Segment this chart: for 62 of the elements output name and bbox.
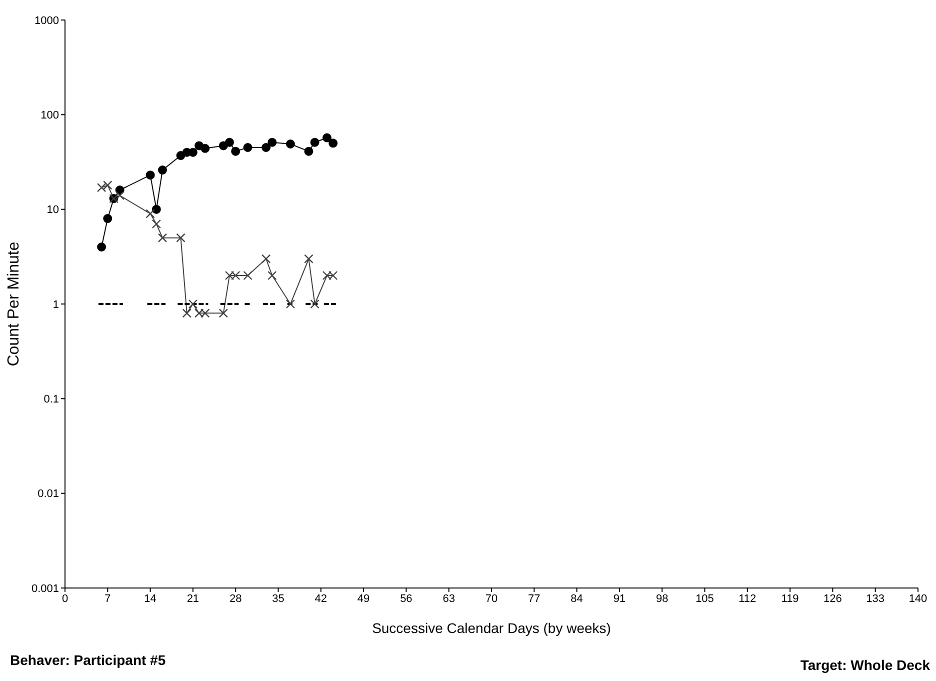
x-tick-label: 28 [229,592,242,605]
point [115,190,124,200]
point [182,308,192,318]
point [176,233,186,242]
point [268,270,277,280]
x-tick-label: 133 [866,592,885,605]
point [243,142,252,152]
point [261,254,271,264]
point [103,214,112,224]
y-tick-label: 1 [52,298,59,311]
point [146,170,155,180]
x-tick-label: 84 [570,592,583,605]
x-tick-label: 91 [613,592,626,605]
y-tick-label: 100 [40,110,59,122]
point [200,144,210,153]
x-tick-label: 140 [908,592,928,605]
point [188,299,198,309]
point [225,138,234,147]
point [310,299,320,309]
point [146,209,155,218]
y-axis-title: Count Per Minute [6,242,23,366]
point [304,254,314,264]
x-tick-label: 77 [528,592,540,605]
point [231,146,240,156]
x-tick-label: 14 [144,592,156,605]
point [286,139,295,148]
x-tick-label: 119 [781,592,799,605]
x-tick-label: 49 [357,592,370,605]
point [97,242,106,252]
x-tick-label: 0 [62,592,68,605]
x-tick-label: 63 [442,592,455,605]
x-tick-label: 105 [696,592,714,605]
x-tick-label: 70 [485,592,498,605]
text: Target: Whole Deck [800,657,930,673]
x-tick-label: 112 [738,592,756,605]
point [262,142,271,152]
y-tick-label: 0.001 [31,582,59,595]
y-tick-label: 0.01 [38,488,59,500]
y-tick-label: 1000 [34,14,59,27]
point [158,233,168,242]
point [243,270,252,280]
x-tick-label: 21 [186,592,200,605]
x-tick-label: 35 [272,592,284,605]
y-tick-label: 0.1 [44,394,59,406]
point [152,219,161,229]
point [310,138,320,147]
point [152,204,161,214]
x-axis-title: Successive Calendar Days (by weeks) [371,620,612,636]
point [268,138,277,147]
point [218,308,228,318]
x-tick-label: 98 [656,592,668,605]
x-tick-label: 126 [824,592,842,605]
x-tick-label: 42 [314,592,328,605]
point [322,133,332,142]
point [328,138,338,148]
text: Behaver: Participant #5 [10,652,166,668]
point [304,146,314,156]
x-tick-label: 7 [104,592,111,605]
x-tick-label: 56 [400,592,412,605]
point [286,299,296,309]
y-tick-label: 10 [46,204,59,216]
point [158,166,167,175]
